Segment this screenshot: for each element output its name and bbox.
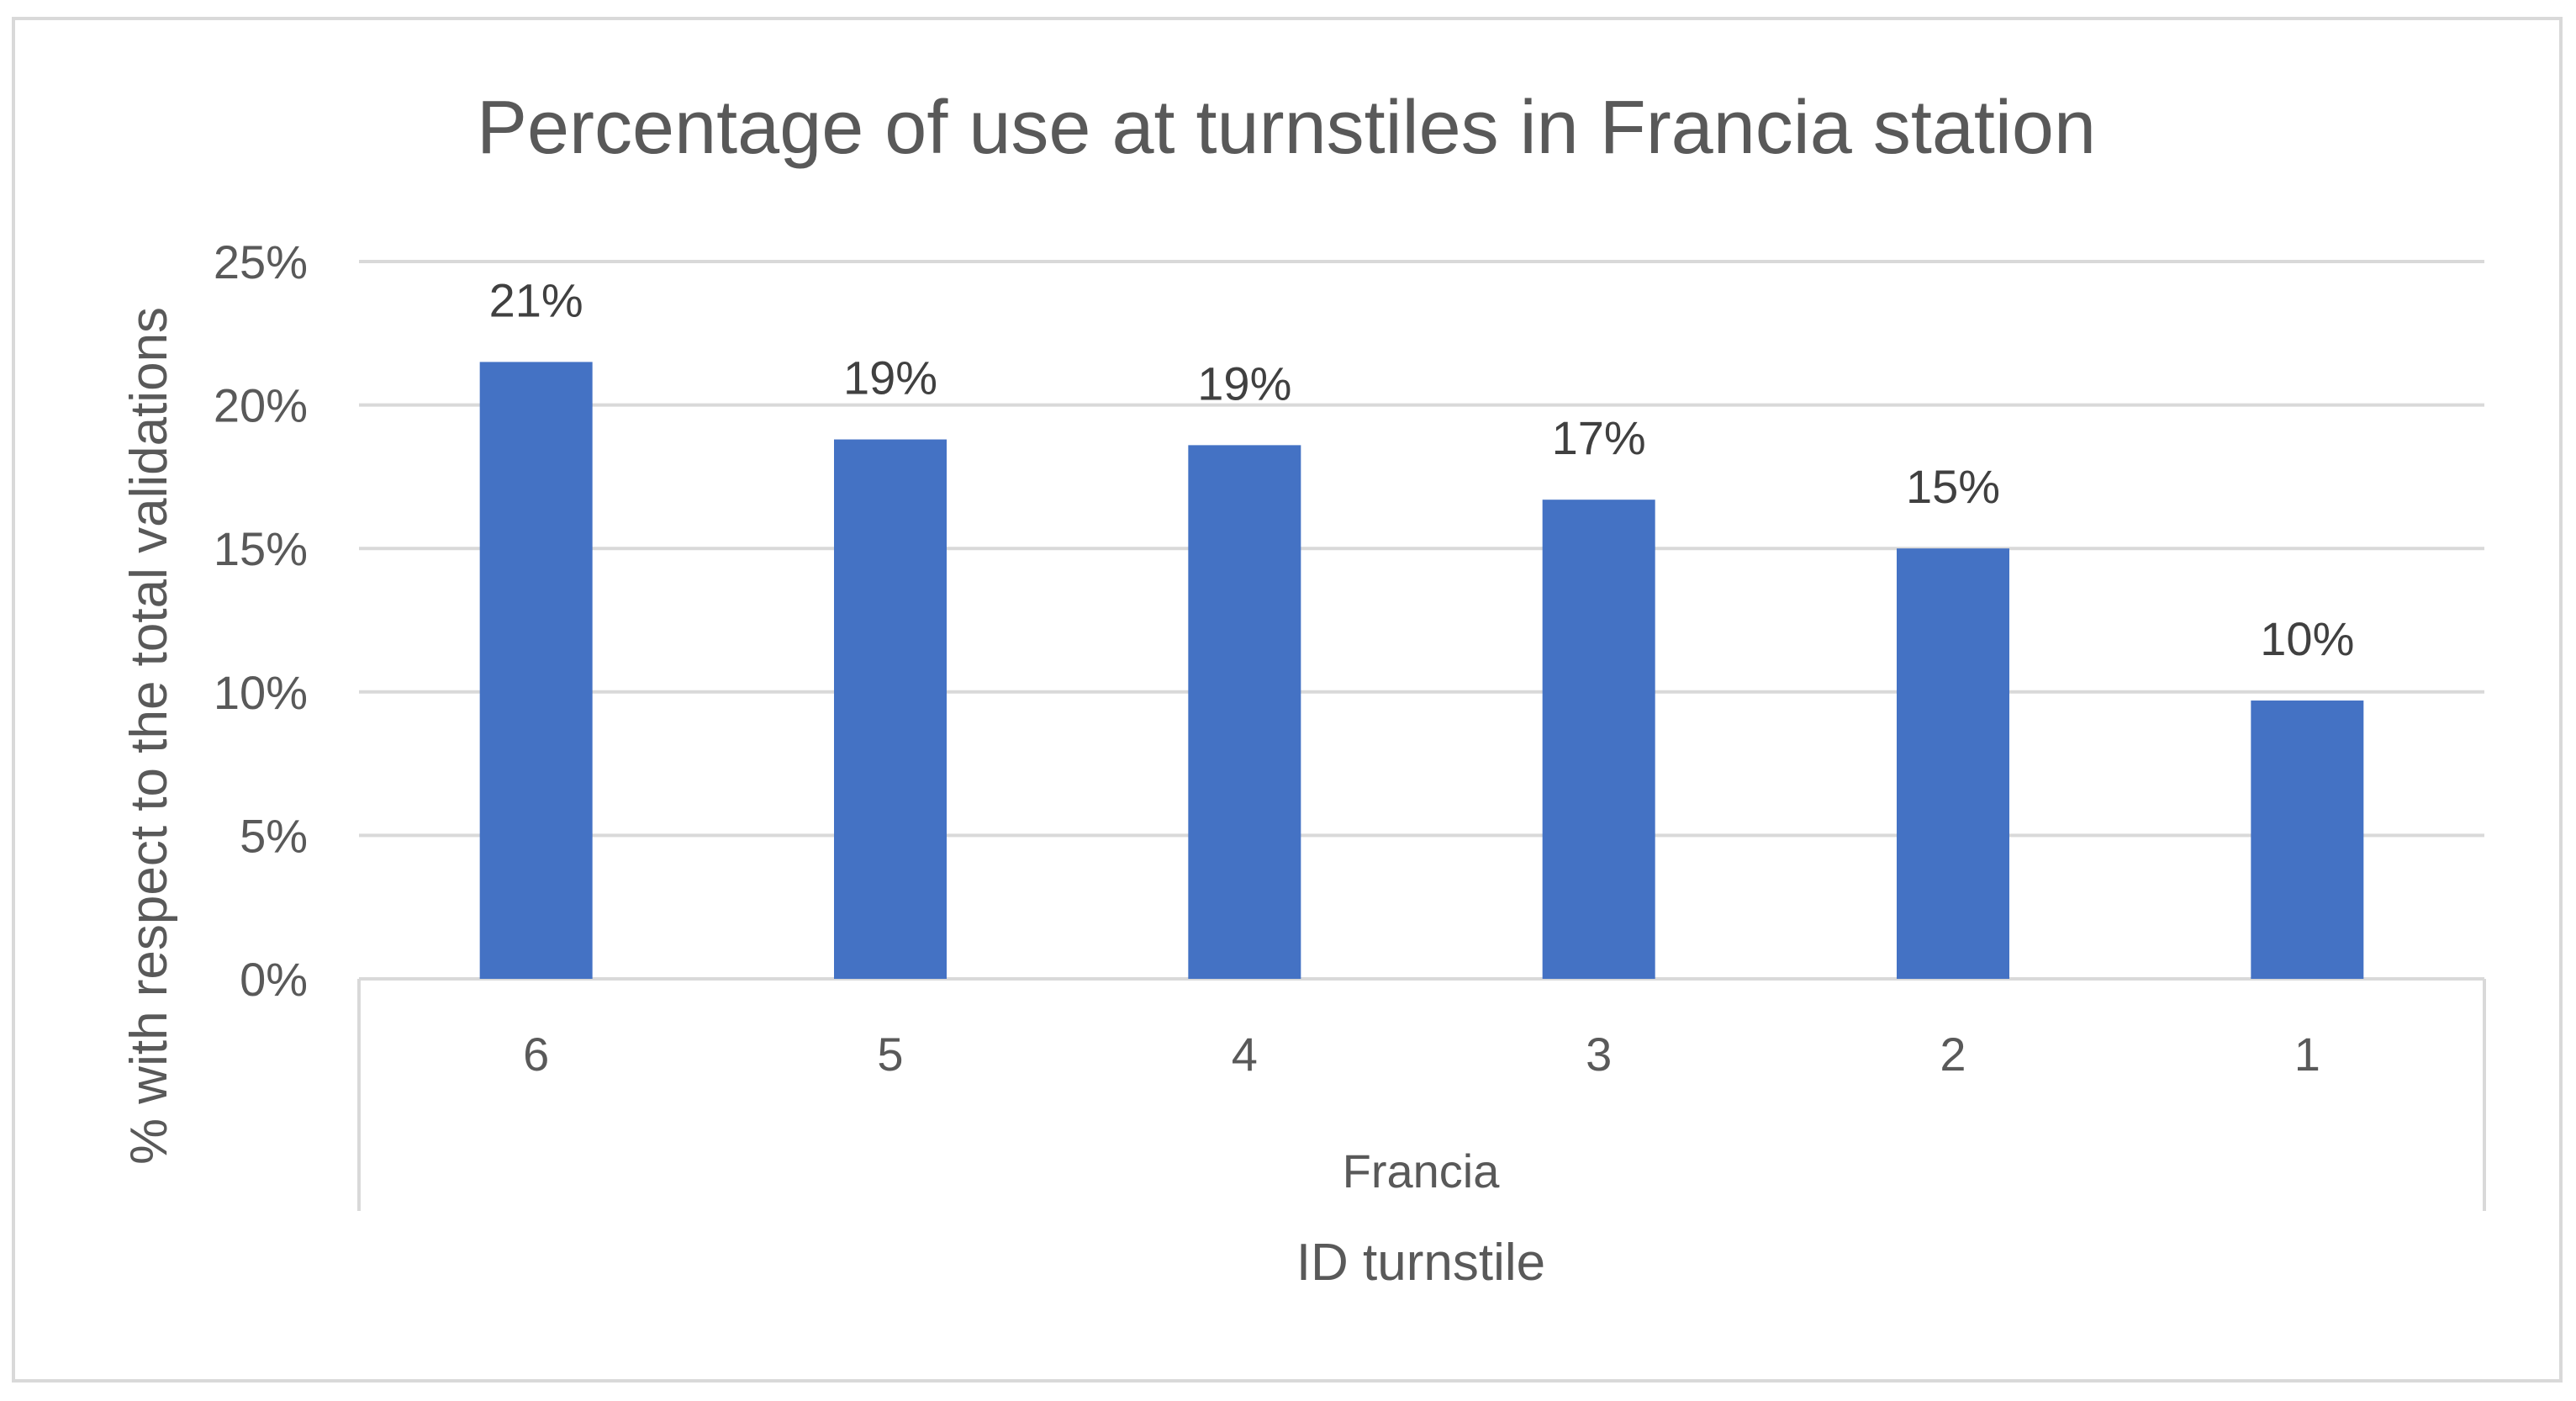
- data-labels: 21% 19% 19% 17% 15% 10%: [489, 273, 2355, 665]
- bar: [1188, 445, 1301, 979]
- chart-title: Percentage of use at turnstiles in Franc…: [477, 86, 2096, 170]
- data-label: 17%: [1552, 411, 1646, 464]
- x-tick-labels: 6 5 4 3 2 1: [523, 1028, 2320, 1081]
- y-tick-label: 20%: [214, 379, 308, 432]
- data-label: 15%: [1906, 460, 2000, 513]
- x-axis-title: ID turnstile: [1296, 1234, 1545, 1292]
- x-tick-label: 1: [2294, 1028, 2320, 1081]
- bar: [479, 362, 593, 979]
- bar: [1897, 548, 2009, 979]
- x-tick-label: 5: [877, 1028, 903, 1081]
- y-tick-label: 10%: [214, 666, 308, 719]
- x-tick-label: 4: [1232, 1028, 1258, 1081]
- y-tick-label: 5%: [240, 809, 308, 862]
- bar: [1542, 500, 1655, 979]
- gridlines: [359, 260, 2484, 838]
- data-label: 10%: [2260, 612, 2354, 665]
- data-label: 19%: [1197, 357, 1291, 410]
- y-tick-label: 0%: [240, 953, 308, 1006]
- bar: [2251, 700, 2364, 979]
- x-tick-label: 3: [1586, 1028, 1612, 1081]
- y-tick-labels: 0% 5% 10% 15% 20% 25%: [214, 235, 308, 1006]
- bar: [834, 439, 947, 979]
- group-label: Francia: [1343, 1145, 1501, 1197]
- data-label: 19%: [843, 352, 937, 404]
- axes: [357, 977, 2486, 1211]
- y-axis-title: % with respect to the total validations: [120, 307, 178, 1165]
- data-label: 21%: [489, 273, 583, 326]
- bars: [479, 362, 2364, 979]
- x-tick-label: 6: [523, 1028, 549, 1081]
- x-tick-label: 2: [1940, 1028, 1966, 1081]
- y-tick-label: 15%: [214, 522, 308, 575]
- y-tick-label: 25%: [214, 235, 308, 288]
